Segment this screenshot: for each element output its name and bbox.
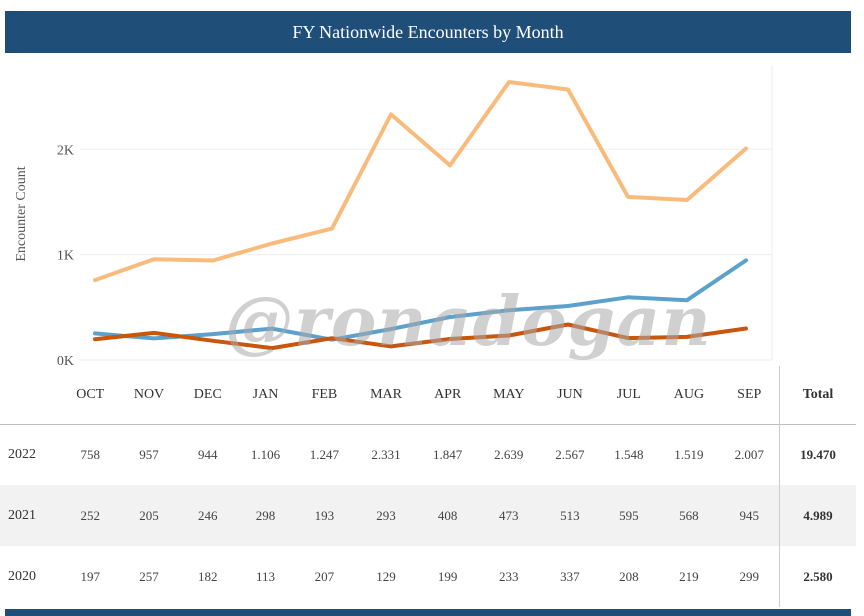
table-cell: 298 xyxy=(255,507,276,523)
x-tick-label: OCT xyxy=(76,386,105,402)
x-tick-label: AUG xyxy=(673,386,705,402)
y-tick-label: 2K xyxy=(57,143,74,158)
table-row: 2020 197 257 182 113 207 129 199 233 337 208 219 299… xyxy=(0,546,856,607)
row-label: 2020 xyxy=(8,568,36,584)
table-cell: 2.331 xyxy=(371,446,401,462)
row-total: 19.470 xyxy=(779,424,856,485)
table-cell: 233 xyxy=(499,568,519,584)
table-cell: 199 xyxy=(437,568,458,584)
table-cell: 945 xyxy=(739,507,759,523)
table-cell: 595 xyxy=(619,507,639,523)
table-cell: 208 xyxy=(619,568,639,584)
table-cell: 113 xyxy=(255,568,275,584)
table-cell: 219 xyxy=(679,568,699,584)
table-row: 2022 758 957 944 1.106 1.247 2.331 1.847 2.639 2.… xyxy=(0,424,856,485)
table-cell: 2.007 xyxy=(734,446,764,462)
series-line-2021 xyxy=(93,258,748,342)
table-cell: 293 xyxy=(376,507,396,523)
row-label: 2021 xyxy=(8,507,36,523)
table-cell: 182 xyxy=(198,568,218,584)
table-cell: 257 xyxy=(139,568,159,584)
chart-title-bar: FY Nationwide Encounters by Month xyxy=(5,11,851,53)
table-cell: 1.519 xyxy=(674,446,704,462)
table-cell: 1.847 xyxy=(433,446,463,462)
table-cell: 1.548 xyxy=(614,446,644,462)
table-cell: 1.106 xyxy=(250,446,281,462)
x-tick-label: MAR xyxy=(370,386,402,402)
x-tick-label: JUN xyxy=(557,386,583,402)
line-chart: 0K 1K 2K xyxy=(57,65,773,369)
x-tick-label: SEP xyxy=(737,386,762,402)
table-cell: 957 xyxy=(139,446,159,462)
table-cell: 246 xyxy=(198,507,218,523)
table-row: 2021 252 205 246 298 193 293 408 473 513 595 568 945… xyxy=(0,485,856,546)
series-line-2020 xyxy=(93,322,748,351)
chart-title: FY Nationwide Encounters by Month xyxy=(292,21,564,42)
table-cell: 513 xyxy=(560,507,580,523)
x-tick-label: APR xyxy=(434,386,462,402)
y-tick-label: 1K xyxy=(57,249,74,264)
row-total: 2.580 xyxy=(779,546,856,607)
table-cell: 944 xyxy=(198,446,218,462)
table-cell: 2.639 xyxy=(494,446,524,462)
row-total: 4.989 xyxy=(779,485,856,546)
table-cell: 473 xyxy=(499,507,519,523)
total-header: Total xyxy=(779,366,856,424)
x-tick-label: DEC xyxy=(193,386,222,402)
x-tick-label: JAN xyxy=(252,386,279,402)
footer-bar xyxy=(5,609,851,616)
table-cell: 408 xyxy=(437,507,458,523)
data-table: OCT NOV DEC JAN FEB MAR APR MAY JUN JUL AUG SEP Tota… xyxy=(0,366,856,607)
table-cell: 568 xyxy=(679,507,699,523)
table-cell: 252 xyxy=(80,507,100,523)
x-tick-label: NOV xyxy=(133,386,165,402)
table-cell: 299 xyxy=(739,568,759,584)
table-cell: 758 xyxy=(80,446,100,462)
row-label: 2022 xyxy=(8,446,36,462)
table-cell: 1.247 xyxy=(309,446,340,462)
table-body: 2022 758 957 944 1.106 1.247 2.331 1.847 2.639 2.… xyxy=(0,424,856,607)
table-cell: 337 xyxy=(560,568,580,584)
table-cell: 193 xyxy=(314,507,335,523)
series-line-2022 xyxy=(93,80,748,283)
x-tick-label: FEB xyxy=(311,386,338,402)
table-corner xyxy=(0,366,62,424)
table-cell: 205 xyxy=(139,507,159,523)
x-tick-label: MAY xyxy=(493,386,525,402)
table-cell: 2.567 xyxy=(555,446,585,462)
y-tick-label: 0K xyxy=(57,354,74,369)
table-cell: 207 xyxy=(314,568,335,584)
table-header-row: OCT NOV DEC JAN FEB MAR APR MAY JUN JUL AUG SEP Tota… xyxy=(0,366,856,424)
table-cell: 197 xyxy=(80,568,100,584)
x-tick-label: JUL xyxy=(616,386,641,402)
plot-area xyxy=(80,65,772,360)
table-cell: 129 xyxy=(376,568,396,584)
